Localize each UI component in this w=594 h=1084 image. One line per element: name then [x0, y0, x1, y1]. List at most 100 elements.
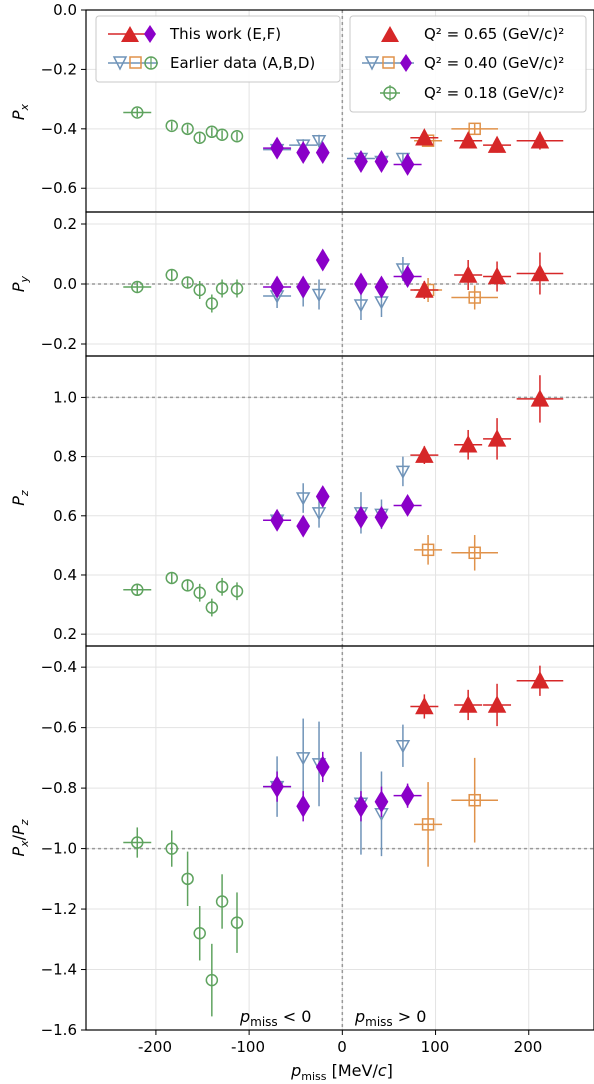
circle-marker — [193, 926, 206, 940]
y-tick-label: 1.0 — [53, 388, 77, 406]
y-tick-label: −1.0 — [41, 840, 77, 858]
data-point-D018 — [205, 125, 219, 139]
circle-marker — [205, 601, 219, 614]
data-point-A065 — [451, 757, 498, 843]
diamond-marker — [400, 153, 415, 176]
data-point-E065 — [410, 445, 439, 465]
triangle-marker — [530, 389, 550, 407]
x-tick-label: -200 — [138, 1038, 172, 1056]
data-point-F040 — [315, 485, 330, 509]
diamond-marker — [354, 272, 368, 296]
data-point-F040 — [393, 493, 422, 517]
circle-marker — [131, 836, 144, 849]
triangle-down-marker — [311, 288, 327, 303]
triangle-marker — [458, 435, 478, 453]
diamond-marker — [315, 755, 330, 779]
circle-marker — [165, 571, 179, 585]
diamond-marker — [354, 505, 368, 529]
diamond-marker — [296, 141, 311, 165]
square-marker — [468, 291, 481, 304]
data-point-A065 — [414, 535, 443, 565]
data-point-B040 — [295, 718, 311, 798]
data-point-E065 — [454, 260, 483, 290]
triangle-down-marker — [295, 492, 311, 506]
data-point-F040 — [263, 508, 292, 532]
circle-marker — [165, 268, 179, 282]
data-point-D018 — [193, 583, 206, 602]
data-point-D018 — [165, 571, 179, 585]
data-point-F040 — [354, 791, 368, 822]
x-tick-labels: -200 -100 0 100 200 — [138, 1038, 542, 1056]
panel-Px: 0.0 −0.2 −0.4 −0.6 — [41, 1, 594, 213]
triangle-down-marker — [295, 139, 311, 153]
data-point-D018 — [215, 279, 229, 298]
data-point-D018 — [230, 892, 244, 953]
data-point-F040 — [374, 505, 389, 529]
panel-PxPz: −0.4 −0.6 −0.8 −1.0 −1.2 −1.4 −1.6 — [41, 645, 594, 1039]
data-point-D018 — [165, 830, 179, 867]
y-tick-label: −0.2 — [41, 335, 77, 353]
y-axis-label-py: Py — [9, 275, 31, 292]
data-point-F040 — [354, 150, 368, 173]
data-point-B040 — [395, 724, 411, 767]
circle-marker — [131, 280, 144, 294]
data-point-D018 — [215, 577, 229, 596]
diamond-marker — [296, 794, 311, 818]
data-point-B040 — [311, 279, 327, 310]
chart-panels: 0.0 −0.2 −0.4 −0.6 0.2 0.0 −0.2 1.0 0.8 0.6 0.4 0.2… — [41, 1, 594, 1039]
circle-marker — [131, 106, 144, 119]
data-point-D018 — [123, 106, 152, 119]
data-point-D018 — [230, 279, 244, 298]
legend-label-q065: Q² = 0.65 (GeV/c)² — [424, 25, 564, 43]
circle-marker — [215, 282, 229, 295]
y-tick-label: −0.6 — [41, 179, 77, 197]
legend-marker-earlier — [108, 56, 158, 71]
diamond-marker — [354, 150, 368, 173]
legend-q2: Q² = 0.65 (GeV/c)² Q² = 0.40 (GeV/c)² Q²… — [349, 15, 587, 113]
diamond-marker — [270, 775, 284, 799]
panel-Py: 0.2 0.0 −0.2 — [41, 211, 594, 357]
triangle-marker — [415, 128, 434, 146]
legend-marker-q040 — [362, 54, 414, 72]
triangle-down-marker — [311, 507, 327, 521]
diamond-marker — [270, 136, 284, 160]
circle-marker — [230, 282, 244, 295]
y-axis-label-pxpz: Px/Pz — [9, 819, 31, 856]
legend-label-this-work: This work (E,F) — [169, 25, 281, 43]
y-tick-label: 0.2 — [53, 625, 77, 643]
diamond-marker — [315, 141, 330, 165]
square-marker — [468, 793, 481, 807]
legend-experiments: This work (E,F) Earlier data (A,B,D) — [95, 15, 341, 83]
circle-marker — [215, 580, 229, 594]
legend-marker-q018 — [380, 85, 400, 101]
triangle-marker — [487, 135, 507, 153]
data-point-A065 — [451, 535, 498, 571]
triangle-down-marker — [311, 134, 327, 149]
circle-marker — [230, 585, 244, 598]
data-point-D018 — [205, 294, 219, 313]
data-point-F040 — [263, 136, 292, 160]
data-point-F040 — [354, 272, 368, 296]
y-tick-label: 0.0 — [53, 275, 77, 293]
y-tick-label: 0.0 — [53, 1, 77, 19]
triangle-marker — [487, 695, 507, 713]
data-point-B040 — [395, 456, 411, 487]
diamond-marker — [315, 485, 330, 509]
diamond-marker — [270, 508, 284, 532]
data-point-A065 — [451, 122, 498, 136]
x-tick-label: 200 — [514, 1038, 543, 1056]
y-tick-label: 0.2 — [53, 215, 77, 233]
y-tick-label: −0.4 — [41, 120, 77, 138]
data-point-B040 — [295, 483, 311, 513]
diamond-marker — [374, 275, 389, 299]
triangle-down-marker — [395, 740, 411, 754]
circle-marker — [131, 583, 144, 597]
data-point-F040 — [296, 514, 311, 538]
y-axis-label-pz: Pz — [9, 490, 31, 506]
data-point-D018 — [181, 851, 194, 907]
triangle-marker — [415, 280, 434, 298]
data-point-F040 — [393, 153, 422, 176]
diamond-marker — [374, 505, 389, 529]
data-point-D018 — [181, 122, 194, 136]
